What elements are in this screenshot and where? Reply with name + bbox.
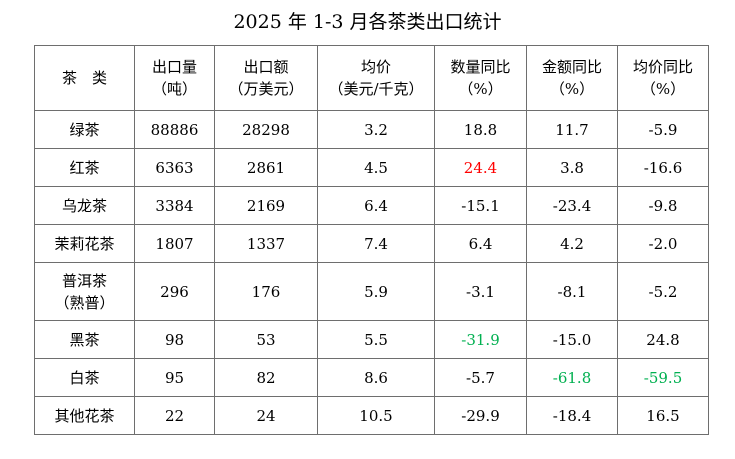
table-row: 红茶 6363 2861 4.5 24.4 3.8 -16.6 (34, 148, 709, 187)
price-cell: 7.4 (317, 224, 435, 263)
tea-type-label: 红茶 (69, 158, 100, 177)
price-yoy-header: 均价同比 （%） (617, 45, 709, 111)
price-yoy-cell: -2.0 (617, 224, 709, 263)
table-row: 白茶 95 82 8.6 -5.7 -61.8 -59.5 (34, 358, 709, 397)
price-cell: 4.5 (317, 148, 435, 187)
table-header-row: 茶 类 出口量 （吨） 出口额 （万美元） 均价 （美元/千克） 数量同比 （%） 金额同比 （%）… (34, 45, 709, 111)
tea-type-label: 白茶 (69, 368, 100, 387)
table-row: 茉莉花茶 1807 1337 7.4 6.4 4.2 -2.0 (34, 224, 709, 263)
price-yoy-cell: -59.5 (617, 358, 709, 397)
value-yoy-cell: 11.7 (526, 110, 618, 149)
tea-type-cell: 乌龙茶 (34, 186, 135, 225)
price-cell: 8.6 (317, 358, 435, 397)
tea-type-label: 黑茶 (69, 330, 100, 349)
header-unit: （%） (640, 80, 686, 98)
header-label: 金额同比 (541, 58, 602, 76)
value-yoy-cell: -8.1 (526, 262, 618, 321)
price-cell: 5.9 (317, 262, 435, 321)
tea-type-cell: 黑茶 (34, 320, 135, 359)
value-cell: 53 (214, 320, 318, 359)
tea-type-header: 茶 类 (34, 45, 135, 111)
value-yoy-cell: 4.2 (526, 224, 618, 263)
tea-type-cell: 其他花茶 (34, 396, 135, 435)
tea-type-label: （熟普） (54, 293, 115, 312)
table-row: 普洱茶 （熟普） 296 176 5.9 -3.1 -8.1 -5.2 (34, 262, 709, 321)
price-yoy-cell: -5.9 (617, 110, 709, 149)
price-yoy-cell: -5.2 (617, 262, 709, 321)
volume-yoy-cell: -31.9 (434, 320, 527, 359)
volume-yoy-cell: -29.9 (434, 396, 527, 435)
volume-cell: 95 (134, 358, 215, 397)
price-cell: 3.2 (317, 110, 435, 149)
header-unit: （吨） (151, 80, 197, 98)
volume-cell: 88886 (134, 110, 215, 149)
value-cell: 2861 (214, 148, 318, 187)
price-cell: 10.5 (317, 396, 435, 435)
export-value-header: 出口额 （万美元） (214, 45, 318, 111)
price-yoy-cell: 24.8 (617, 320, 709, 359)
value-cell: 28298 (214, 110, 318, 149)
tea-type-label: 普洱茶 (61, 271, 107, 290)
value-cell: 82 (214, 358, 318, 397)
export-volume-header: 出口量 （吨） (134, 45, 215, 111)
avg-price-header: 均价 （美元/千克） (317, 45, 435, 111)
header-unit: （万美元） (228, 80, 304, 98)
header-label: 均价 (360, 58, 391, 76)
price-yoy-cell: -9.8 (617, 186, 709, 225)
header-label: 出口量 (151, 58, 197, 76)
header-label: 均价同比 (632, 58, 693, 76)
value-yoy-cell: -61.8 (526, 358, 618, 397)
volume-yoy-header: 数量同比 （%） (434, 45, 527, 111)
price-cell: 6.4 (317, 186, 435, 225)
table-row: 其他花茶 22 24 10.5 -29.9 -18.4 16.5 (34, 396, 709, 435)
volume-cell: 3384 (134, 186, 215, 225)
header-label: 茶 类 (61, 69, 107, 87)
volume-cell: 296 (134, 262, 215, 321)
tea-type-label: 其他花茶 (54, 406, 115, 425)
page-title: 2025 年 1-3 月各茶类出口统计 (233, 11, 502, 33)
volume-cell: 6363 (134, 148, 215, 187)
volume-yoy-cell: -5.7 (434, 358, 527, 397)
table-row: 绿茶 88886 28298 3.2 18.8 11.7 -5.9 (34, 110, 709, 149)
volume-cell: 98 (134, 320, 215, 359)
price-cell: 5.5 (317, 320, 435, 359)
volume-yoy-cell: 24.4 (434, 148, 527, 187)
value-cell: 24 (214, 396, 318, 435)
volume-yoy-cell: 6.4 (434, 224, 527, 263)
value-cell: 176 (214, 262, 318, 321)
value-cell: 1337 (214, 224, 318, 263)
tea-type-label: 乌龙茶 (61, 196, 107, 215)
price-yoy-cell: -16.6 (617, 148, 709, 187)
value-yoy-cell: -18.4 (526, 396, 618, 435)
tea-type-label: 茉莉花茶 (54, 234, 115, 253)
table-row: 乌龙茶 3384 2169 6.4 -15.1 -23.4 -9.8 (34, 186, 709, 225)
table-body: 绿茶 88886 28298 3.2 18.8 11.7 -5.9 红茶 6363 2861 4.5… (34, 110, 709, 435)
value-yoy-cell: -23.4 (526, 186, 618, 225)
price-yoy-cell: 16.5 (617, 396, 709, 435)
tea-type-cell: 绿茶 (34, 110, 135, 149)
header-label: 出口额 (243, 58, 289, 76)
value-yoy-cell: -15.0 (526, 320, 618, 359)
header-unit: （%） (458, 80, 503, 98)
header-label: 数量同比 (450, 58, 511, 76)
volume-cell: 22 (134, 396, 215, 435)
tea-type-cell: 白茶 (34, 358, 135, 397)
value-cell: 2169 (214, 186, 318, 225)
tea-type-cell: 红茶 (34, 148, 135, 187)
volume-yoy-cell: -3.1 (434, 262, 527, 321)
header-unit: （美元/千克） (328, 80, 424, 98)
value-yoy-cell: 3.8 (526, 148, 618, 187)
table-row: 黑茶 98 53 5.5 -31.9 -15.0 24.8 (34, 320, 709, 359)
volume-yoy-cell: 18.8 (434, 110, 527, 149)
tea-type-label: 绿茶 (69, 120, 100, 139)
header-unit: （%） (549, 80, 595, 98)
value-yoy-header: 金额同比 （%） (526, 45, 618, 111)
tea-export-table: 茶 类 出口量 （吨） 出口额 （万美元） 均价 （美元/千克） 数量同比 （%） 金额同比 （%）… (34, 45, 709, 435)
tea-type-cell: 茉莉花茶 (34, 224, 135, 263)
volume-yoy-cell: -15.1 (434, 186, 527, 225)
volume-cell: 1807 (134, 224, 215, 263)
tea-type-cell: 普洱茶 （熟普） (34, 262, 135, 321)
